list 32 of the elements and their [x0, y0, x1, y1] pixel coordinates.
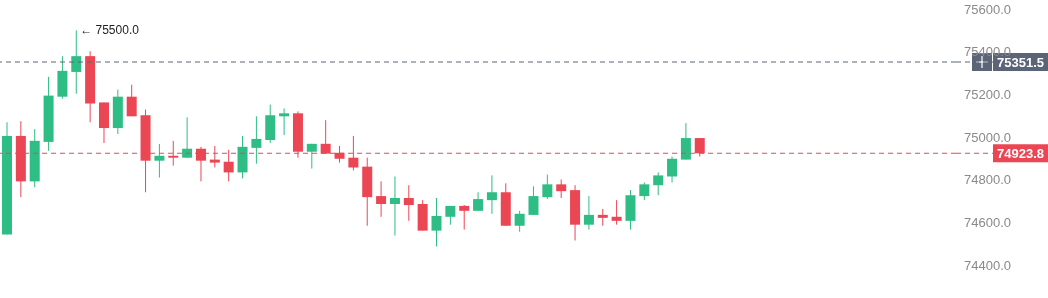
candlestick [611, 199, 622, 226]
candlestick [528, 185, 539, 216]
candlestick [251, 115, 262, 165]
candlestick [459, 204, 470, 231]
candlestick [583, 195, 594, 231]
ref-line-label: 74923.8 [997, 146, 1044, 162]
candlestick [154, 143, 165, 179]
candlestick [376, 180, 387, 218]
candlestick [403, 184, 414, 222]
y-tick-label: 75000.0 [964, 129, 1011, 145]
candlestick [389, 175, 400, 237]
candlestick [182, 116, 193, 159]
y-tick-label: 74600.0 [964, 214, 1011, 230]
candlestick [306, 143, 317, 170]
candlestick [71, 29, 82, 95]
ref-line-label: 75351.5 [997, 55, 1044, 71]
y-tick-label: 75200.0 [964, 86, 1011, 102]
y-tick-label: 75600.0 [964, 1, 1011, 17]
candlestick [431, 197, 442, 247]
candlestick [486, 174, 497, 215]
candlestick [473, 191, 484, 212]
candlestick [680, 122, 691, 161]
y-tick-label: 74400.0 [964, 257, 1011, 273]
candlestick [556, 178, 567, 199]
candlestick [126, 84, 137, 117]
candlestick [279, 107, 290, 136]
candlestick [653, 171, 664, 196]
candlestick [542, 174, 553, 200]
candlestick [514, 210, 525, 233]
candlestick [667, 156, 678, 183]
y-tick-label: 74800.0 [964, 172, 1011, 188]
annotation: ← 75500.0 [80, 23, 140, 38]
